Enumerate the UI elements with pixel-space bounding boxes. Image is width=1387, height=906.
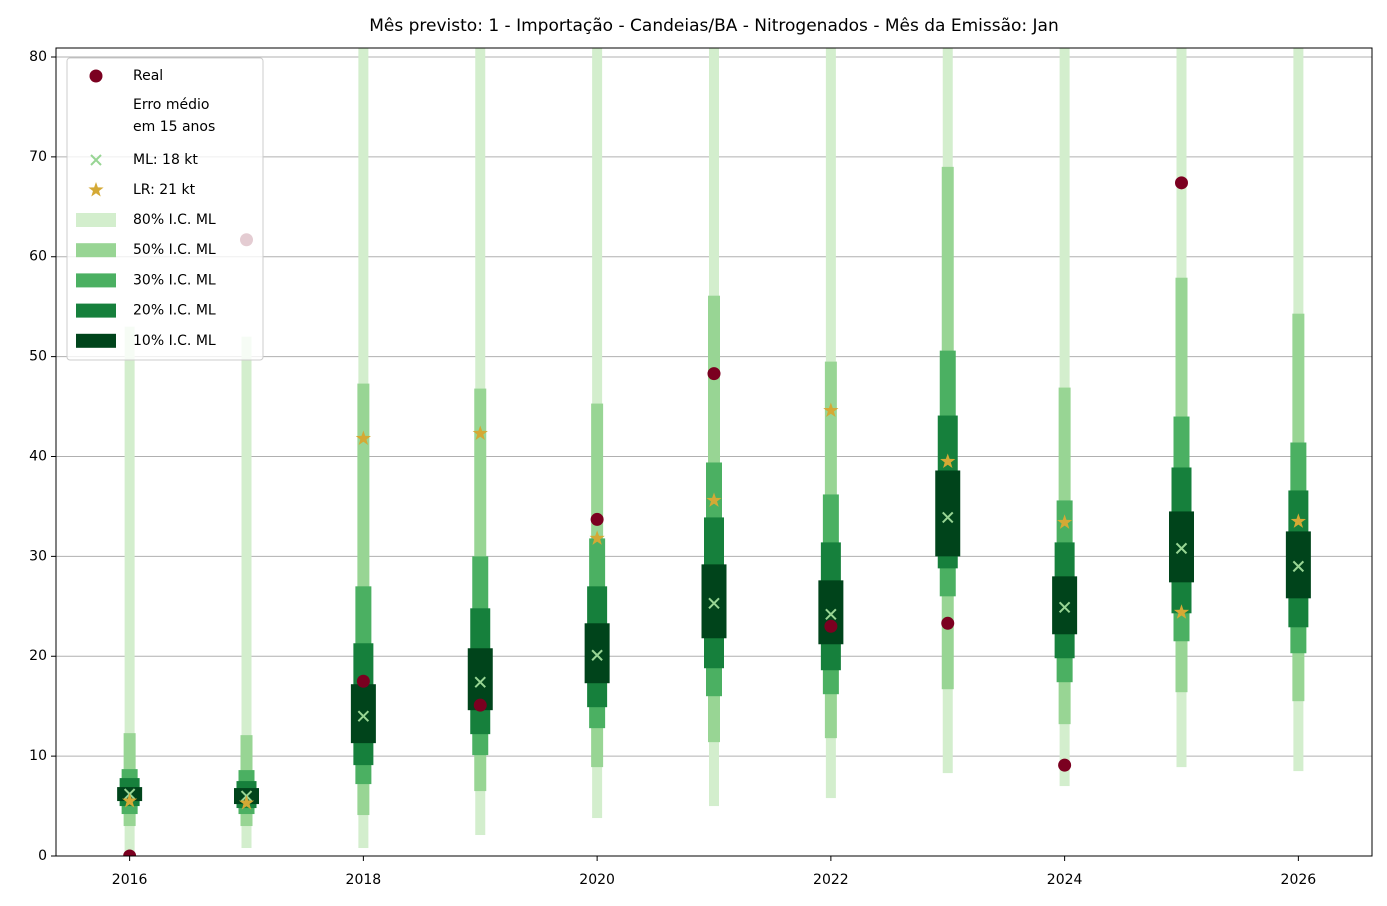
y-tick-label: 20 [29, 648, 47, 664]
interval-bar [1052, 576, 1078, 635]
y-tick-label: 10 [29, 748, 47, 764]
lr-point [1290, 513, 1306, 528]
interval-bar [124, 326, 135, 856]
legend-label: 30% I.C. ML [133, 272, 216, 288]
x-tick-label: 2018 [346, 872, 382, 888]
ml-point [357, 710, 370, 722]
ml-point [90, 154, 102, 166]
lr-point [122, 793, 138, 808]
x-tick-label: 2024 [1047, 872, 1083, 888]
ml-point [825, 608, 837, 621]
y-tick-label: 80 [29, 49, 47, 65]
lr-point [238, 795, 255, 810]
legend-swatch [76, 273, 116, 288]
ml-point [708, 597, 720, 610]
axes: 0 10 20 30 40 50 60 70 80 2016 2018 2020 2022 2024 202… [29, 49, 1316, 888]
legend-label: 50% I.C. ML [133, 242, 216, 258]
real-point [123, 849, 137, 856]
legend-label: ML: 18 kt [133, 152, 198, 168]
lr-point [1173, 604, 1190, 619]
ml-point [1175, 542, 1188, 555]
lr-point [1057, 514, 1073, 529]
legend-swatch [76, 333, 116, 348]
interval-bar [241, 336, 252, 849]
interval-bar [584, 623, 610, 684]
ml-point [591, 649, 603, 661]
y-tick-label: 30 [29, 548, 47, 564]
interval-bar [1285, 531, 1311, 599]
real-point [89, 69, 103, 83]
real-point [707, 367, 721, 381]
interval-bar [1168, 511, 1194, 583]
y-tick-label: 0 [38, 848, 47, 864]
x-tick-label: 2022 [813, 872, 849, 888]
real-point [356, 674, 370, 688]
real-point [590, 512, 604, 526]
ml-point [1292, 560, 1305, 573]
real-point [473, 698, 487, 712]
legend-swatch [76, 213, 116, 227]
real-point [824, 619, 838, 633]
x-tick-label: 2020 [579, 872, 615, 888]
lr-point [355, 430, 371, 445]
lr-point [472, 425, 488, 440]
y-tick-label: 40 [29, 448, 47, 464]
legend-label: 20% I.C. ML [133, 303, 216, 319]
legend-swatch [76, 303, 116, 318]
real-point [1174, 176, 1188, 190]
chart-title: Mês previsto: 1 - Importação - Candeias/… [369, 16, 1059, 36]
lr-point [88, 182, 104, 197]
y-tick-label: 70 [29, 149, 47, 165]
legend-label: 10% I.C. ML [133, 333, 216, 349]
lr-point [706, 492, 722, 507]
legend-label: LR: 21 kt [133, 182, 196, 198]
ml-point [942, 511, 954, 524]
real-point [941, 616, 955, 630]
interval-bar [935, 470, 961, 557]
interval-bar [701, 564, 727, 639]
legend-label: em 15 anos [133, 119, 215, 135]
axes-frame [55, 47, 1373, 857]
interval-bar [818, 580, 844, 645]
y-tick-label: 50 [29, 349, 47, 365]
legend-label: Real [133, 68, 163, 84]
lr-point [823, 402, 839, 418]
x-tick-label: 2026 [1281, 872, 1317, 888]
lr-point [589, 530, 605, 545]
legend-label: 80% I.C. ML [133, 212, 216, 228]
y-tick-label: 60 [29, 249, 47, 265]
interval-bar [350, 684, 376, 744]
legend-swatch [76, 243, 116, 258]
lr-point [940, 453, 956, 468]
legend: Real Erro médio em 15 anos ML: 18 kt LR: 21 … [66, 57, 264, 361]
plot-area [117, 48, 1311, 856]
real-point [1058, 758, 1072, 772]
ml-point [1058, 601, 1071, 614]
legend-label: Erro médio [133, 97, 209, 113]
x-tick-label: 2016 [112, 872, 148, 888]
ml-point [474, 676, 486, 688]
